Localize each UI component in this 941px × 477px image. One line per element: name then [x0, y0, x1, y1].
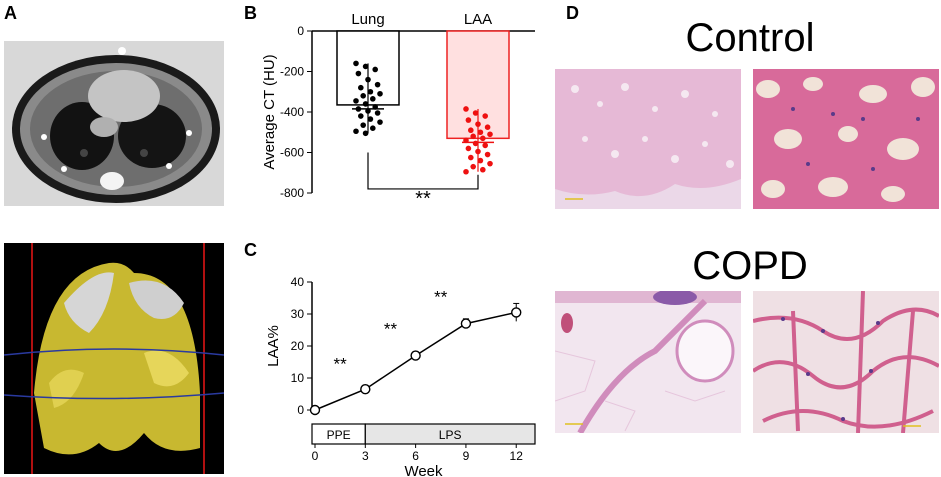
data-point — [362, 63, 369, 70]
significance-marker: ** — [415, 188, 431, 210]
y-axis-label: LAA% — [265, 325, 282, 367]
data-point — [370, 96, 376, 102]
panel-label-d: D — [566, 3, 579, 23]
category-label: Lung — [351, 11, 384, 28]
data-point — [372, 66, 378, 73]
data-point — [484, 124, 491, 130]
category-label: LAA — [464, 11, 492, 28]
significance-marker: ** — [384, 319, 398, 338]
copd-histology-low-mag — [555, 291, 741, 433]
data-point — [353, 60, 359, 67]
data-point — [468, 127, 474, 134]
ct-scan-image — [4, 41, 224, 206]
data-point — [482, 142, 488, 149]
data-point — [358, 84, 364, 91]
chart-c: 0 10 20 30 40 LAA% PPE LPS 0 3 6 9 12 Week ** ** ** — [265, 275, 536, 477]
data-point — [377, 90, 383, 97]
data-point — [475, 121, 481, 127]
panel-label-a: A — [4, 3, 17, 23]
copd-label: COPD — [692, 244, 808, 288]
x-tick-label: 12 — [510, 449, 524, 463]
data-point — [480, 166, 486, 173]
copd-histology-high-mag — [753, 291, 939, 433]
data-point — [482, 113, 488, 119]
data-point — [463, 168, 469, 175]
panel-label-b: B — [244, 3, 257, 23]
data-point — [367, 88, 374, 95]
data-point — [362, 101, 369, 107]
data-point — [309, 404, 321, 416]
data-point — [410, 350, 421, 361]
data-point — [463, 106, 469, 112]
y-tick-label: -400 — [280, 105, 304, 119]
data-point — [477, 129, 484, 136]
data-point — [487, 160, 493, 167]
data-point — [460, 318, 472, 329]
data-point — [360, 122, 366, 128]
lung-3d-render — [4, 243, 224, 474]
data-point — [360, 93, 366, 99]
control-histology-high-mag — [753, 69, 939, 209]
y-tick-label: 0 — [297, 24, 304, 38]
y-tick-label: 20 — [291, 339, 305, 353]
x-tick-label: 3 — [362, 449, 369, 463]
y-tick-label: -800 — [280, 186, 304, 200]
phase-label: PPE — [327, 428, 351, 442]
data-point — [484, 151, 491, 158]
data-point — [367, 116, 374, 122]
data-point — [477, 157, 484, 164]
data-point — [353, 128, 359, 135]
phase-label: LPS — [439, 428, 462, 442]
significance-bracket — [367, 152, 479, 190]
x-tick-label: 6 — [412, 449, 419, 463]
data-point — [480, 135, 486, 142]
y-tick-label: 40 — [291, 275, 305, 289]
data-point — [465, 145, 472, 152]
y-tick-label: 10 — [291, 371, 305, 385]
phase-lps — [364, 423, 536, 445]
data-point — [377, 119, 383, 125]
x-axis-label: Week — [404, 463, 443, 477]
y-tick-label: 0 — [297, 403, 304, 417]
data-point — [355, 70, 362, 77]
data-point — [362, 130, 369, 137]
data-point — [487, 131, 493, 138]
control-label: Control — [685, 16, 815, 60]
panel-label-c: C — [244, 240, 257, 260]
data-point — [472, 140, 479, 147]
data-point — [475, 148, 481, 155]
data-point — [470, 163, 476, 170]
y-axis-label: Average CT (HU) — [261, 54, 278, 169]
data-point — [468, 154, 474, 161]
significance-marker: ** — [434, 287, 448, 306]
data-point — [374, 110, 381, 116]
significance-marker: ** — [334, 355, 348, 374]
data-point — [360, 383, 371, 395]
x-tick-label: 0 — [312, 449, 319, 463]
data-point — [365, 76, 371, 83]
data-point — [353, 98, 359, 104]
y-tick-label: 30 — [291, 307, 305, 321]
data-point — [511, 307, 522, 318]
data-point — [358, 113, 364, 119]
data-point — [465, 117, 472, 123]
data-point — [374, 81, 381, 88]
data-point — [470, 133, 476, 140]
chart-b: 0 -200 -400 -600 -800 Average CT (HU) Lung LAA *… — [261, 11, 535, 210]
y-tick-label: -200 — [280, 65, 304, 79]
control-histology-low-mag — [555, 69, 741, 209]
data-point — [472, 110, 479, 116]
y-tick-label: -600 — [280, 146, 304, 160]
data-point — [370, 125, 376, 131]
x-tick-label: 9 — [463, 449, 470, 463]
